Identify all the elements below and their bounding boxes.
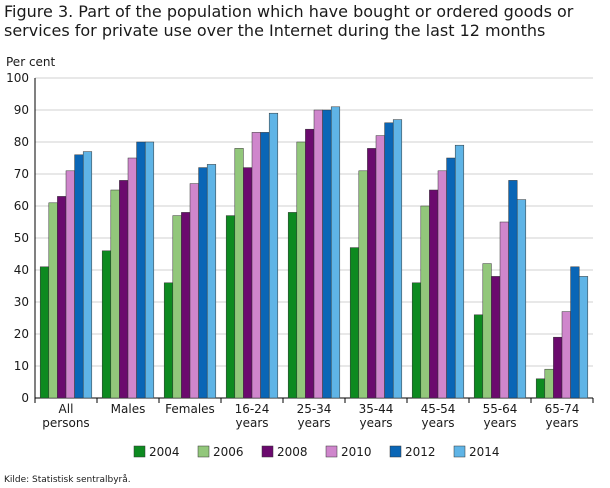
bar-2012-4: [322, 109, 332, 399]
bar-2012-6: [446, 157, 456, 399]
y-axis-label: Per cent: [6, 55, 56, 69]
bar-2006-6: [420, 205, 430, 399]
bar-2006-0: [48, 202, 58, 399]
x-tick-label: 45-54: [421, 402, 456, 416]
x-tick-label: years: [483, 416, 516, 430]
bar-2008-6: [429, 189, 439, 399]
bar-2010-8: [561, 311, 571, 399]
bar-2008-4: [305, 128, 315, 399]
x-tick-label: 65-74: [545, 402, 580, 416]
bar-2008-1: [119, 180, 129, 399]
bar-2014-6: [454, 144, 465, 399]
bar-2012-1: [136, 141, 146, 399]
bar-2006-4: [296, 141, 306, 399]
legend-swatch-2010: [325, 445, 338, 458]
bar-2004-4: [287, 212, 298, 399]
y-tick-label: 10: [14, 359, 29, 373]
bar-2010-5: [375, 135, 385, 399]
x-tick-label: All: [59, 402, 74, 416]
x-tick-label: Females: [165, 402, 215, 416]
bar-2004-8: [535, 378, 546, 399]
bar-2014-1: [144, 141, 155, 399]
x-tick-label: 55-64: [483, 402, 518, 416]
chart-title-line-2: services for private use over the Intern…: [4, 21, 546, 40]
bar-2008-3: [243, 167, 253, 399]
legend-label-2010: 2010: [341, 445, 372, 459]
bar-2006-5: [358, 170, 368, 399]
chart-title: Figure 3. Part of the population which h…: [4, 2, 604, 40]
bar-2006-8: [544, 368, 554, 399]
bar-2012-0: [74, 154, 84, 399]
y-tick-label: 90: [14, 103, 29, 117]
y-tick-label: 70: [14, 167, 29, 181]
bar-2014-3: [268, 112, 279, 399]
x-tick-label: 35-44: [359, 402, 394, 416]
bar-2014-4: [330, 106, 341, 399]
bar-2004-7: [473, 314, 484, 399]
chart-title-line-1: Figure 3. Part of the population which h…: [4, 2, 574, 21]
legend-label-2012: 2012: [405, 445, 436, 459]
bar-2012-7: [508, 180, 518, 399]
bar-2006-3: [234, 148, 244, 399]
bar-2008-2: [181, 212, 191, 399]
bar-2014-2: [206, 164, 217, 399]
source-note: Kilde: Statistisk sentralbyrå.: [4, 475, 131, 485]
bar-2012-8: [570, 266, 580, 399]
bar-2010-1: [127, 157, 137, 399]
x-tick-label: 25-34: [297, 402, 332, 416]
bar-2010-3: [251, 132, 261, 399]
y-tick-label: 40: [14, 263, 29, 277]
bar-2006-7: [482, 263, 492, 399]
bar-2004-6: [411, 282, 422, 399]
y-tick-label: 0: [21, 391, 29, 405]
bar-2012-3: [260, 132, 270, 399]
x-tick-label: years: [545, 416, 578, 430]
bar-2014-7: [516, 199, 527, 399]
x-tick-label: years: [359, 416, 392, 430]
bar-2010-6: [437, 170, 447, 399]
y-tick-label: 50: [14, 231, 29, 245]
bar-2004-0: [39, 266, 50, 399]
bar-2008-5: [367, 148, 377, 399]
bar-2010-2: [189, 183, 199, 399]
bar-2010-4: [313, 109, 323, 399]
bar-2006-2: [172, 215, 182, 399]
y-tick-label: 80: [14, 135, 29, 149]
y-tick-label: 30: [14, 295, 29, 309]
bar-2008-0: [57, 196, 67, 399]
bar-2010-0: [65, 170, 75, 399]
legend-label-2006: 2006: [213, 445, 244, 459]
legend-label-2004: 2004: [149, 445, 180, 459]
legend-swatch-2012: [389, 445, 402, 458]
legend-swatch-2006: [197, 445, 210, 458]
legend-swatch-2014: [453, 445, 466, 458]
bar-2014-8: [578, 276, 589, 399]
y-tick-label: 20: [14, 327, 29, 341]
bar-2014-5: [392, 119, 403, 399]
bar-2010-7: [499, 221, 509, 399]
bar-2012-5: [384, 122, 394, 399]
legend-swatch-2008: [261, 445, 274, 458]
bar-2014-0: [82, 151, 93, 399]
y-tick-label: 60: [14, 199, 29, 213]
bar-2004-3: [225, 215, 236, 399]
y-tick-label: 100: [6, 71, 29, 85]
x-tick-label: Males: [111, 402, 146, 416]
bar-2008-8: [553, 336, 563, 399]
legend-label-2014: 2014: [469, 445, 500, 459]
bar-2004-2: [163, 282, 174, 399]
bar-2004-1: [101, 250, 112, 399]
bar-2006-1: [110, 189, 120, 399]
legend-label-2008: 2008: [277, 445, 308, 459]
bar-2004-5: [349, 247, 360, 399]
x-tick-label: years: [235, 416, 268, 430]
bar-2012-2: [198, 167, 208, 399]
x-tick-label: years: [421, 416, 454, 430]
x-tick-label: persons: [42, 416, 89, 430]
bar-2008-7: [491, 276, 501, 399]
legend-swatch-2004: [133, 445, 146, 458]
x-tick-label: years: [297, 416, 330, 430]
x-tick-label: 16-24: [235, 402, 270, 416]
